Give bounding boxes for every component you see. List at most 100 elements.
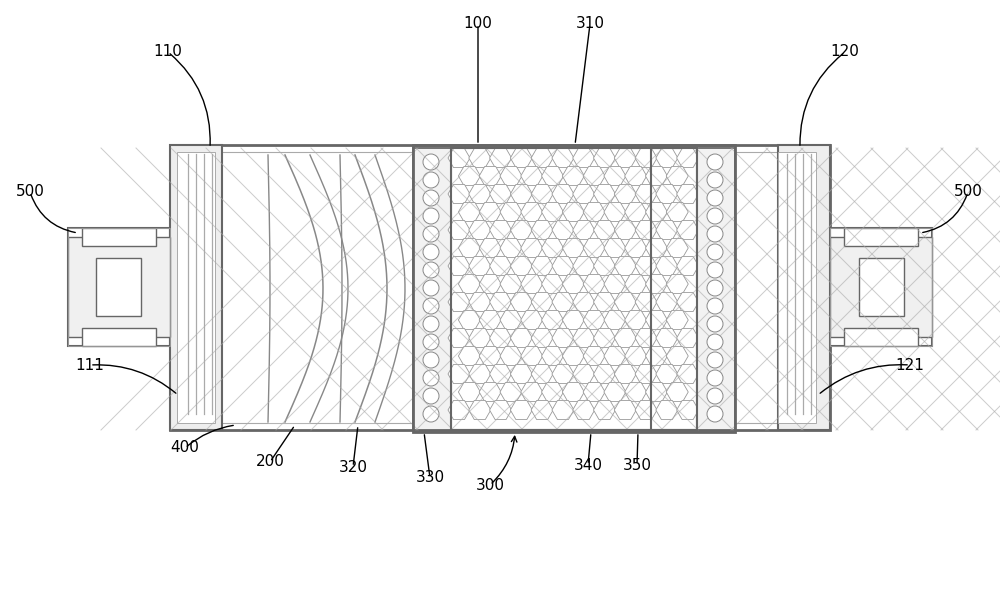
Circle shape: [423, 262, 439, 278]
Bar: [451, 148, 697, 430]
Polygon shape: [490, 257, 512, 276]
Bar: [177, 152, 215, 423]
Text: 320: 320: [338, 460, 368, 474]
Polygon shape: [625, 202, 647, 221]
Circle shape: [423, 208, 439, 224]
Circle shape: [423, 190, 439, 206]
Polygon shape: [490, 365, 512, 384]
Polygon shape: [604, 166, 626, 185]
Text: 350: 350: [622, 457, 652, 473]
Bar: [778, 152, 816, 423]
Bar: [844, 328, 918, 346]
Polygon shape: [583, 274, 605, 294]
Polygon shape: [479, 202, 501, 221]
Polygon shape: [510, 401, 532, 419]
Polygon shape: [490, 221, 512, 240]
Polygon shape: [625, 346, 647, 366]
Circle shape: [707, 280, 723, 296]
Polygon shape: [479, 310, 501, 330]
Polygon shape: [562, 238, 584, 257]
Polygon shape: [531, 329, 553, 348]
Polygon shape: [479, 238, 501, 257]
Circle shape: [423, 406, 439, 422]
Polygon shape: [604, 382, 626, 402]
Polygon shape: [677, 149, 699, 168]
Polygon shape: [448, 257, 470, 276]
Bar: [170, 145, 222, 430]
Circle shape: [707, 388, 723, 404]
Polygon shape: [469, 257, 491, 276]
Text: 100: 100: [464, 17, 492, 31]
Polygon shape: [510, 293, 532, 312]
Polygon shape: [469, 221, 491, 240]
Polygon shape: [479, 166, 501, 185]
Polygon shape: [593, 401, 615, 419]
Polygon shape: [458, 202, 480, 221]
Polygon shape: [573, 257, 595, 276]
Circle shape: [707, 370, 723, 386]
Text: 200: 200: [256, 454, 284, 470]
Bar: [830, 237, 932, 337]
Polygon shape: [573, 293, 595, 312]
Bar: [697, 148, 735, 430]
Circle shape: [423, 244, 439, 260]
Bar: [859, 258, 904, 316]
Bar: [177, 152, 823, 423]
Polygon shape: [542, 166, 564, 185]
Bar: [778, 145, 830, 430]
Polygon shape: [625, 382, 647, 402]
Bar: [96, 258, 141, 316]
Bar: [82, 228, 156, 246]
Polygon shape: [614, 365, 636, 384]
Bar: [451, 148, 697, 430]
Polygon shape: [573, 329, 595, 348]
Polygon shape: [531, 257, 553, 276]
Polygon shape: [500, 382, 522, 402]
Polygon shape: [666, 166, 688, 185]
Circle shape: [423, 370, 439, 386]
Polygon shape: [635, 185, 657, 204]
Text: 111: 111: [76, 358, 104, 372]
Polygon shape: [562, 166, 584, 185]
Circle shape: [423, 226, 439, 242]
Polygon shape: [593, 149, 615, 168]
Polygon shape: [573, 221, 595, 240]
Polygon shape: [500, 202, 522, 221]
Polygon shape: [677, 257, 699, 276]
Polygon shape: [604, 202, 626, 221]
Polygon shape: [656, 257, 678, 276]
Circle shape: [423, 334, 439, 350]
Circle shape: [707, 406, 723, 422]
Polygon shape: [614, 185, 636, 204]
Circle shape: [423, 298, 439, 314]
Polygon shape: [552, 257, 574, 276]
Polygon shape: [583, 202, 605, 221]
Polygon shape: [604, 238, 626, 257]
Polygon shape: [510, 185, 532, 204]
Polygon shape: [583, 166, 605, 185]
Polygon shape: [677, 221, 699, 240]
Polygon shape: [614, 257, 636, 276]
Polygon shape: [677, 185, 699, 204]
Circle shape: [423, 352, 439, 368]
Polygon shape: [593, 365, 615, 384]
Polygon shape: [573, 185, 595, 204]
Polygon shape: [583, 346, 605, 366]
Polygon shape: [635, 329, 657, 348]
Circle shape: [707, 226, 723, 242]
Polygon shape: [469, 329, 491, 348]
Polygon shape: [521, 310, 543, 330]
Polygon shape: [604, 274, 626, 294]
Polygon shape: [448, 365, 470, 384]
Polygon shape: [593, 329, 615, 348]
Polygon shape: [521, 382, 543, 402]
Polygon shape: [645, 310, 667, 330]
Polygon shape: [500, 346, 522, 366]
Bar: [844, 228, 918, 246]
Polygon shape: [593, 257, 615, 276]
Polygon shape: [552, 185, 574, 204]
Text: 310: 310: [576, 17, 604, 31]
Polygon shape: [645, 238, 667, 257]
Polygon shape: [583, 238, 605, 257]
Circle shape: [707, 298, 723, 314]
